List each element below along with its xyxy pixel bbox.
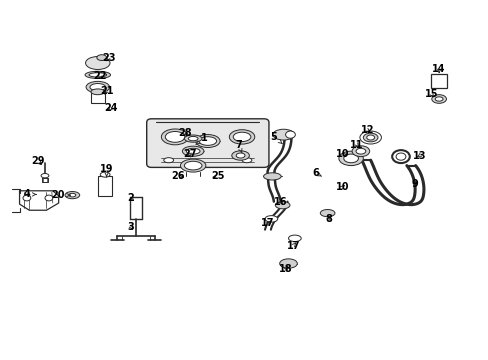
Text: 20: 20 (51, 190, 70, 200)
Ellipse shape (85, 57, 110, 69)
Ellipse shape (320, 210, 334, 217)
Text: 17: 17 (286, 240, 300, 251)
Ellipse shape (272, 129, 294, 140)
Text: 14: 14 (431, 64, 445, 74)
Text: 22: 22 (93, 71, 107, 81)
Ellipse shape (188, 136, 198, 141)
Text: 7: 7 (235, 140, 242, 153)
Ellipse shape (97, 55, 106, 60)
Ellipse shape (434, 97, 442, 101)
Ellipse shape (343, 154, 358, 163)
Text: 21: 21 (100, 86, 113, 96)
Ellipse shape (279, 259, 297, 268)
Text: 1: 1 (196, 132, 207, 144)
Ellipse shape (69, 193, 76, 197)
Ellipse shape (264, 216, 277, 222)
Ellipse shape (355, 148, 365, 154)
Text: 8: 8 (325, 214, 331, 224)
Ellipse shape (89, 73, 106, 77)
Ellipse shape (184, 161, 202, 170)
Ellipse shape (23, 195, 31, 201)
Ellipse shape (275, 202, 289, 209)
Text: 19: 19 (100, 164, 113, 177)
Ellipse shape (184, 135, 202, 142)
Ellipse shape (431, 95, 446, 103)
Text: 18: 18 (279, 264, 292, 274)
Text: 26: 26 (171, 171, 185, 181)
Ellipse shape (91, 89, 104, 95)
Ellipse shape (229, 130, 254, 144)
Ellipse shape (199, 137, 216, 145)
Ellipse shape (338, 151, 363, 166)
Ellipse shape (195, 135, 220, 148)
Ellipse shape (86, 81, 109, 93)
Text: 24: 24 (104, 103, 118, 113)
Ellipse shape (90, 84, 105, 91)
Text: 27: 27 (183, 149, 196, 159)
Text: 3: 3 (127, 222, 134, 232)
Text: 16: 16 (274, 197, 287, 207)
Text: 29: 29 (31, 156, 45, 166)
Ellipse shape (41, 174, 49, 178)
Text: 11: 11 (349, 140, 363, 150)
Ellipse shape (231, 151, 249, 160)
Text: 6: 6 (311, 168, 321, 178)
Text: 9: 9 (410, 179, 417, 189)
Text: 17: 17 (261, 218, 274, 228)
FancyBboxPatch shape (146, 119, 268, 167)
Ellipse shape (236, 153, 244, 158)
Text: 28: 28 (178, 128, 191, 138)
Text: 10: 10 (335, 182, 348, 192)
Bar (98, 176, 112, 196)
Ellipse shape (351, 146, 369, 157)
Ellipse shape (285, 131, 295, 138)
Ellipse shape (263, 173, 281, 180)
Ellipse shape (395, 153, 405, 160)
Ellipse shape (65, 192, 80, 199)
Ellipse shape (363, 133, 377, 142)
Text: 12: 12 (360, 125, 374, 135)
Ellipse shape (182, 146, 203, 156)
Ellipse shape (186, 148, 200, 154)
Bar (91, 92, 104, 103)
Ellipse shape (165, 131, 184, 142)
Ellipse shape (45, 195, 53, 201)
Ellipse shape (180, 159, 205, 172)
Ellipse shape (163, 158, 173, 163)
Text: 2: 2 (127, 193, 134, 203)
Ellipse shape (242, 158, 251, 163)
Text: 13: 13 (412, 150, 426, 161)
Text: 23: 23 (102, 53, 115, 63)
Text: 10: 10 (335, 149, 348, 159)
Text: 25: 25 (210, 171, 224, 181)
Text: 15: 15 (424, 89, 437, 99)
Ellipse shape (233, 132, 250, 141)
Bar (430, 74, 446, 88)
Text: 4: 4 (23, 189, 36, 199)
Ellipse shape (161, 129, 188, 145)
Ellipse shape (288, 235, 301, 242)
Text: 5: 5 (270, 132, 282, 144)
Ellipse shape (85, 71, 110, 78)
Ellipse shape (366, 135, 374, 140)
Ellipse shape (100, 172, 110, 177)
